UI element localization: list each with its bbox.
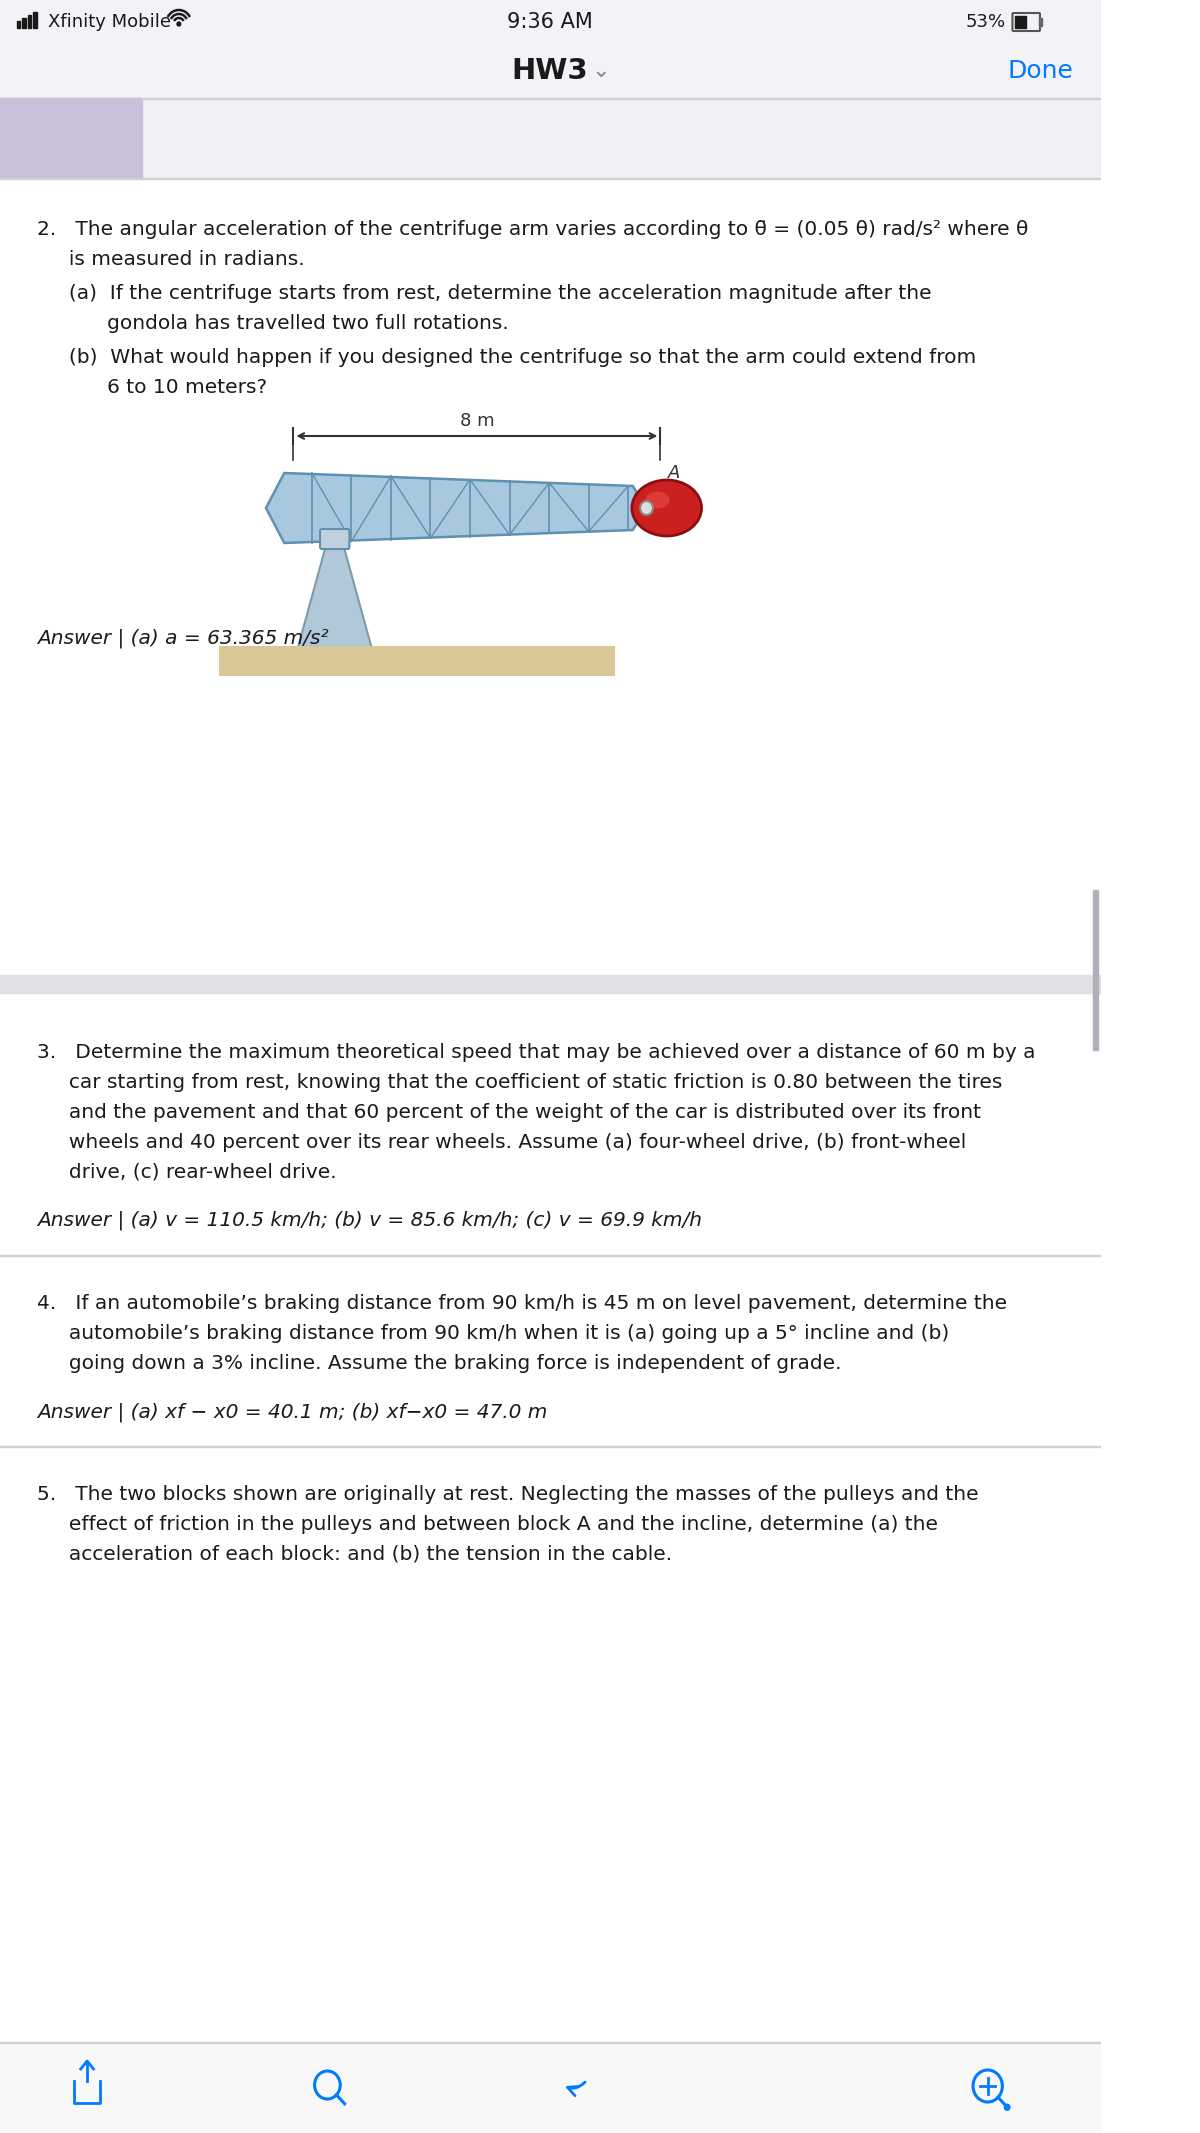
- Bar: [0, 0, 1100, 45]
- Text: 2.   The angular acceleration of the centrifuge arm varies according to θ̈ = (0.: 2. The angular acceleration of the centr…: [37, 220, 1028, 239]
- Text: (a)  If the centrifuge starts from rest, determine the acceleration magnitude af: (a) If the centrifuge starts from rest, …: [37, 284, 931, 303]
- Text: Answer | (a) a = 63.365 m/s²: Answer | (a) a = 63.365 m/s²: [37, 627, 329, 648]
- Bar: [0, 98, 1100, 177]
- Text: drive, (c) rear-wheel drive.: drive, (c) rear-wheel drive.: [37, 1162, 336, 1182]
- Circle shape: [176, 21, 181, 26]
- Text: Xfinity Mobile: Xfinity Mobile: [48, 13, 170, 32]
- Text: effect of friction in the pulleys and between block A and the incline, determine: effect of friction in the pulleys and be…: [37, 1514, 937, 1534]
- Ellipse shape: [646, 491, 670, 508]
- Bar: [34, 13, 37, 28]
- Text: 5.   The two blocks shown are originally at rest. Neglecting the masses of the p: 5. The two blocks shown are originally a…: [37, 1485, 978, 1504]
- Text: (b)  What would happen if you designed the centrifuge so that the arm could exte: (b) What would happen if you designed th…: [37, 348, 976, 367]
- Text: automobile’s braking distance from 90 km/h when it is (a) going up a 5° incline : automobile’s braking distance from 90 km…: [37, 1325, 949, 1344]
- Bar: [0, 975, 1100, 994]
- Text: going down a 3% incline. Assume the braking force is independent of grade.: going down a 3% incline. Assume the brak…: [37, 1354, 841, 1374]
- Bar: [0, 2043, 1100, 2133]
- Text: 53%: 53%: [966, 13, 1006, 32]
- Bar: [0, 98, 142, 177]
- Bar: [1039, 17, 1042, 26]
- Bar: [28, 15, 31, 28]
- Circle shape: [640, 501, 653, 514]
- Bar: [22, 17, 25, 28]
- Ellipse shape: [632, 480, 702, 535]
- Text: is measured in radians.: is measured in radians.: [37, 250, 305, 269]
- Bar: [1093, 889, 1098, 1049]
- Text: and the pavement and that 60 percent of the weight of the car is distributed ove: and the pavement and that 60 percent of …: [37, 1103, 980, 1122]
- Text: acceleration of each block: and (b) the tension in the cable.: acceleration of each block: and (b) the …: [37, 1544, 672, 1563]
- Text: car starting from rest, knowing that the coefficient of static friction is 0.80 : car starting from rest, knowing that the…: [37, 1073, 1002, 1092]
- Circle shape: [1004, 2103, 1010, 2110]
- Text: Done: Done: [1007, 60, 1073, 83]
- FancyBboxPatch shape: [320, 529, 349, 548]
- Bar: [17, 21, 20, 28]
- Text: HW3: HW3: [512, 58, 589, 85]
- FancyArrowPatch shape: [568, 2082, 586, 2097]
- Text: ⌄: ⌄: [592, 62, 610, 81]
- Text: gondola has travelled two full rotations.: gondola has travelled two full rotations…: [37, 314, 509, 333]
- Bar: [220, 646, 614, 674]
- Polygon shape: [266, 474, 647, 544]
- Text: Answer | (a) xf − x0 = 40.1 m; (b) xf−x0 = 47.0 m: Answer | (a) xf − x0 = 40.1 m; (b) xf−x0…: [37, 1401, 547, 1421]
- Bar: [1015, 17, 1026, 28]
- Text: A: A: [667, 465, 680, 482]
- Polygon shape: [298, 546, 372, 646]
- Text: wheels and 40 percent over its rear wheels. Assume (a) four-wheel drive, (b) fro: wheels and 40 percent over its rear whee…: [37, 1133, 966, 1152]
- Text: Answer | (a) v = 110.5 km/h; (b) v = 85.6 km/h; (c) v = 69.9 km/h: Answer | (a) v = 110.5 km/h; (b) v = 85.…: [37, 1212, 702, 1231]
- Text: 4.   If an automobile’s braking distance from 90 km/h is 45 m on level pavement,: 4. If an automobile’s braking distance f…: [37, 1295, 1007, 1314]
- Text: 6 to 10 meters?: 6 to 10 meters?: [37, 378, 266, 397]
- Text: 3.   Determine the maximum theoretical speed that may be achieved over a distanc: 3. Determine the maximum theoretical spe…: [37, 1043, 1036, 1062]
- Text: 9:36 AM: 9:36 AM: [508, 13, 593, 32]
- Text: 8 m: 8 m: [460, 412, 494, 431]
- Bar: [0, 45, 1100, 98]
